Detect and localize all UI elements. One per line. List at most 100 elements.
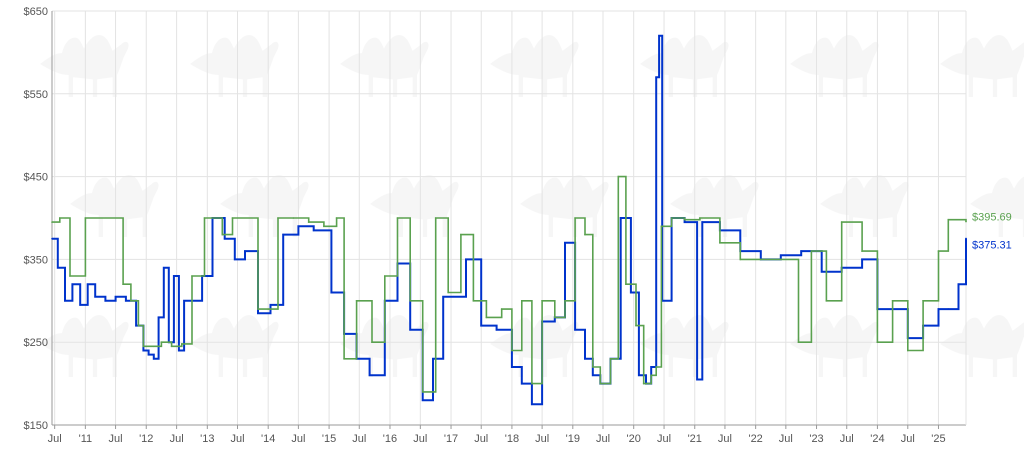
- series-1-point: [191, 275, 193, 277]
- series-1-point: [384, 275, 386, 277]
- camel-watermark-icon: [520, 175, 609, 237]
- series-0-point: [820, 271, 823, 273]
- series-0-point: [800, 250, 802, 252]
- x-tick-label: Jul: [291, 433, 305, 445]
- series-1-point: [760, 258, 762, 261]
- series-1-point: [592, 366, 594, 368]
- series-1-point: [153, 345, 155, 348]
- series-0-point: [696, 378, 698, 381]
- x-tick-label: Jul: [535, 433, 549, 445]
- camel-watermark-icon: [790, 315, 879, 377]
- series-0-point: [147, 353, 150, 356]
- series-0-point: [658, 35, 660, 37]
- series-0-point: [94, 295, 96, 298]
- series-0-point: [531, 403, 533, 406]
- x-tick-label: Jul: [596, 433, 610, 445]
- series-1-point: [343, 358, 345, 360]
- y-tick-label: $350: [24, 254, 48, 266]
- series-1-point: [142, 345, 145, 348]
- series-0-point: [421, 399, 424, 402]
- x-tick-label: '18: [505, 433, 519, 445]
- series-0-point: [282, 233, 285, 236]
- series-1-point: [891, 300, 894, 302]
- series-1-point: [170, 345, 173, 348]
- camel-watermark-icon: [490, 35, 579, 97]
- x-tick-label: Jul: [109, 433, 123, 445]
- x-tick-label: Jul: [352, 433, 366, 445]
- series-1-point: [609, 358, 612, 360]
- x-tick-label: Jul: [230, 433, 244, 445]
- series-0-point: [592, 374, 594, 377]
- axes: $150 $250 $350 $450 $550 $650 Jul '11 Jul '12 Jul '…: [24, 6, 967, 445]
- series-1-point: [617, 175, 620, 178]
- series-0-point: [51, 237, 53, 240]
- x-tick-label: Jul: [413, 433, 427, 445]
- series-1-point: [655, 366, 657, 368]
- series-1-point: [907, 349, 909, 352]
- series-1-point: [160, 341, 163, 344]
- series-1-point: [122, 283, 124, 286]
- series-1-point: [447, 291, 450, 294]
- series-1-point: [810, 250, 813, 252]
- series-1-point: [323, 225, 325, 228]
- camel-watermark-icon: [340, 35, 429, 97]
- series-0-point: [183, 300, 185, 302]
- x-tick-label: Jul: [657, 433, 671, 445]
- camel-watermark-icon: [640, 35, 729, 97]
- series-1-point: [257, 308, 259, 310]
- series-1-point: [521, 300, 523, 302]
- camel-watermark-icon: [370, 175, 459, 237]
- series-1-point: [599, 382, 602, 385]
- series-1-point: [307, 221, 310, 223]
- series-0-point: [630, 291, 632, 294]
- x-tick-label: Jul: [48, 433, 62, 445]
- series-1-point: [584, 233, 586, 236]
- series-0-point: [701, 221, 704, 223]
- series-0-point: [511, 366, 513, 368]
- series-1-point: [554, 316, 556, 319]
- series-0-point: [86, 283, 89, 286]
- series-1-point: [84, 217, 87, 219]
- series-0-point: [71, 283, 74, 286]
- y-tick-label: $150: [24, 420, 48, 432]
- x-tick-label: '21: [688, 433, 702, 445]
- series-0-point: [965, 237, 967, 240]
- series-1-point: [541, 300, 543, 302]
- series-1-point: [511, 349, 513, 352]
- series-0-point: [163, 266, 165, 269]
- series-1-point: [59, 217, 61, 219]
- series-1-point: [650, 374, 652, 377]
- series-0-point: [368, 374, 371, 377]
- x-tick-label: '22: [748, 433, 762, 445]
- series-0-point: [57, 266, 59, 269]
- x-tick-label: '16: [383, 433, 397, 445]
- series-0-point: [947, 308, 950, 310]
- series-1-point: [421, 391, 424, 393]
- series-1-point: [574, 217, 576, 219]
- x-tick-label: '19: [566, 433, 580, 445]
- camel-watermark-icon: [190, 315, 279, 377]
- series-0-point: [465, 258, 467, 261]
- series-1-point: [531, 382, 533, 385]
- series-1-point: [876, 341, 879, 344]
- series-1-point: [292, 217, 295, 219]
- x-tick-label: Jul: [901, 433, 915, 445]
- series-1-point: [472, 300, 475, 302]
- y-tick-label: $550: [24, 89, 48, 101]
- series-1-point: [460, 233, 462, 236]
- camel-watermark-icon: [670, 175, 759, 237]
- series-0-point: [142, 349, 145, 352]
- series-1-point: [500, 308, 503, 310]
- camel-watermark-icon: [970, 175, 1024, 237]
- series-0-point: [114, 295, 117, 298]
- series-1-point: [396, 217, 399, 219]
- series-1-point: [825, 300, 828, 302]
- series-1-point: [965, 220, 967, 223]
- series-0-point: [257, 312, 259, 315]
- x-tick-label: Jul: [170, 433, 184, 445]
- series-1-point: [635, 324, 637, 327]
- series-1-point: [409, 300, 412, 302]
- x-tick-label: Jul: [779, 433, 793, 445]
- end-labels: $395.69 $375.31: [972, 212, 1012, 252]
